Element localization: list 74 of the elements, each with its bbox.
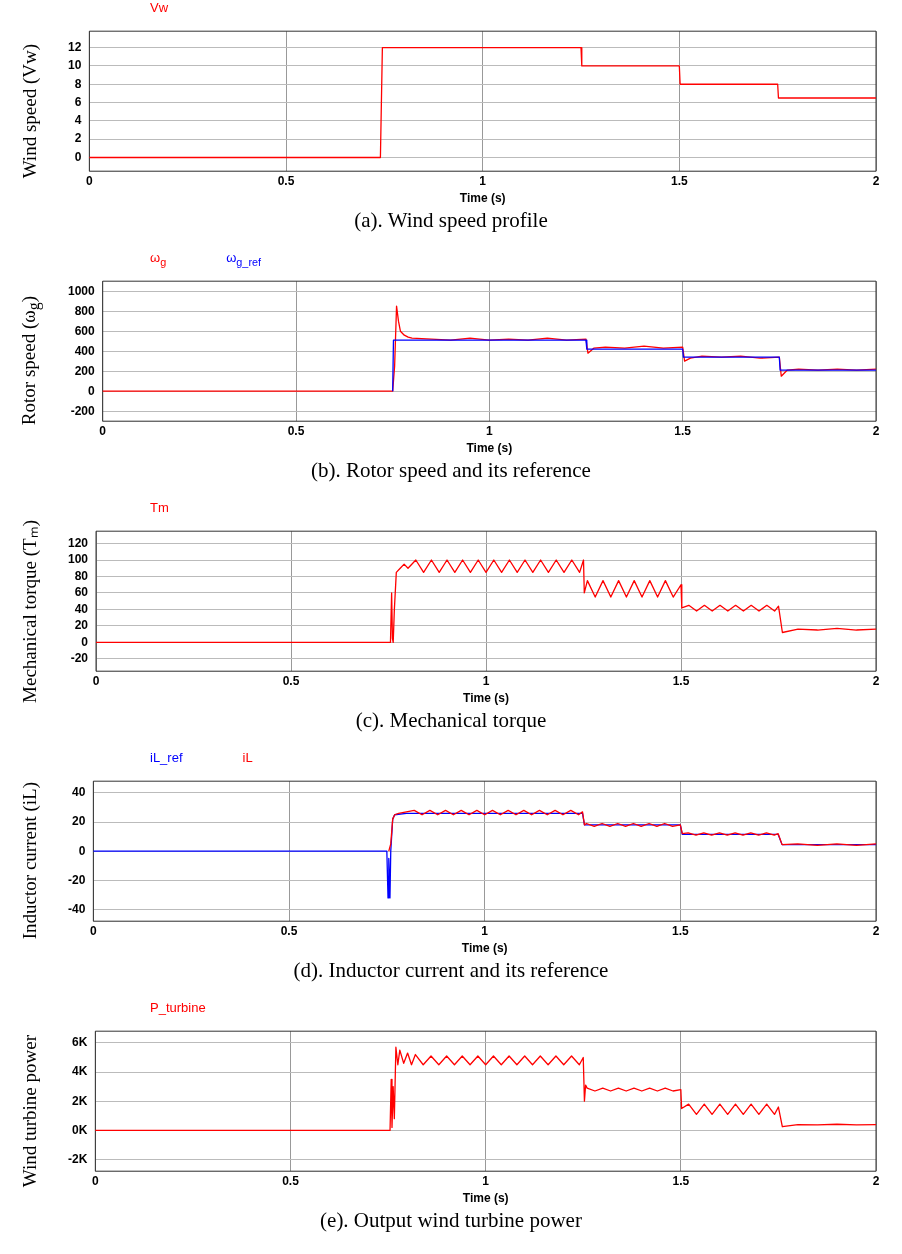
y-tick-label: 2 (74, 131, 82, 146)
y-tick-label: 800 (74, 303, 96, 318)
x-axis-title: Time (s) (463, 691, 509, 706)
x-tick-label: 1 (479, 173, 487, 188)
y-tick-label: 600 (74, 323, 96, 338)
y-axis-title: Mechanical torque (Tₘ) (18, 519, 41, 703)
x-axis-title: Time (s) (466, 441, 513, 456)
y-tick-label: 200 (74, 363, 96, 378)
y-tick-label: 0 (78, 843, 86, 858)
text: (d). Inductor current and its reference (292, 958, 610, 983)
text: Tm (150, 500, 169, 516)
y-tick-label: -40 (68, 901, 86, 916)
x-tick-label: 0.5 (277, 173, 295, 188)
x-tick-label: 2 (872, 1173, 880, 1188)
text: (a). Wind speed profile (353, 208, 549, 233)
x-tick-label: 0.5 (282, 1173, 300, 1188)
x-tick-label: 0.5 (287, 423, 305, 438)
x-tick-label: 1.5 (672, 1173, 690, 1188)
y-tick-label: 400 (74, 343, 96, 358)
y-tick-label: 8 (74, 76, 82, 91)
x-tick-label: 2 (872, 173, 880, 188)
text: iL_ref (150, 750, 183, 766)
y-tick-label: 6K (71, 1035, 88, 1050)
y-axis-title: Wind turbine power (19, 1034, 41, 1188)
text: (c). Mechanical torque (354, 708, 548, 733)
y-tick-label: 1000 (67, 283, 96, 298)
y-tick-label: 0 (88, 383, 96, 398)
x-tick-label: 1 (481, 923, 489, 938)
y-tick-label: -20 (70, 651, 89, 666)
x-tick-label: 1.5 (672, 673, 690, 688)
text: P_turbine (150, 1000, 206, 1016)
text: (e). Output wind turbine power (319, 1208, 583, 1233)
y-tick-label: 40 (71, 785, 86, 800)
x-tick-label: 1.5 (671, 923, 689, 938)
y-tick-label: 0 (81, 634, 89, 649)
text: ω$_{g_ref}$ (226, 250, 262, 268)
y-tick-label: 20 (74, 618, 89, 633)
y-tick-label: 100 (67, 552, 89, 567)
text: iL (242, 750, 253, 766)
y-axis-title: Wind speed (Vw) (19, 43, 41, 179)
y-tick-label: 10 (67, 58, 82, 73)
y-tick-label: -2K (67, 1151, 88, 1166)
y-axis-title: Inductor current (iL) (19, 782, 41, 940)
x-axis-title: Time (s) (459, 191, 506, 206)
y-tick-label: 60 (74, 585, 89, 600)
y-tick-label: -20 (68, 872, 86, 887)
text: (b). Rotor speed and its reference (310, 458, 592, 483)
x-axis-title: Time (s) (462, 1191, 509, 1206)
y-tick-label: 120 (67, 535, 89, 550)
y-tick-label: 80 (74, 568, 89, 583)
x-tick-label: 2 (872, 923, 880, 938)
x-tick-label: 2 (872, 673, 880, 688)
y-tick-label: 4K (71, 1064, 88, 1079)
y-tick-label: 4 (74, 113, 82, 128)
x-tick-label: 0.5 (282, 673, 300, 688)
y-tick-label: 0 (74, 149, 82, 164)
text: ω$_{g}$ (150, 250, 167, 268)
y-tick-label: 2K (71, 1093, 88, 1108)
x-tick-label: 1 (482, 673, 490, 688)
x-tick-label: 1 (486, 423, 493, 438)
x-tick-label: 1.5 (670, 173, 688, 188)
x-tick-label: 0.5 (280, 923, 298, 938)
x-tick-label: 2 (872, 423, 880, 438)
x-tick-label: 0 (99, 423, 107, 438)
x-tick-label: 1.5 (674, 423, 692, 438)
y-tick-label: -200 (70, 403, 96, 418)
y-tick-label: 0K (71, 1122, 88, 1137)
y-tick-label: 6 (74, 94, 82, 109)
y-tick-label: 20 (71, 814, 86, 829)
y-tick-label: 40 (74, 601, 89, 616)
y-tick-label: 12 (67, 39, 82, 54)
x-tick-label: 1 (482, 1173, 490, 1188)
text: Vw (150, 0, 169, 16)
x-axis-title: Time (s) (461, 941, 508, 956)
